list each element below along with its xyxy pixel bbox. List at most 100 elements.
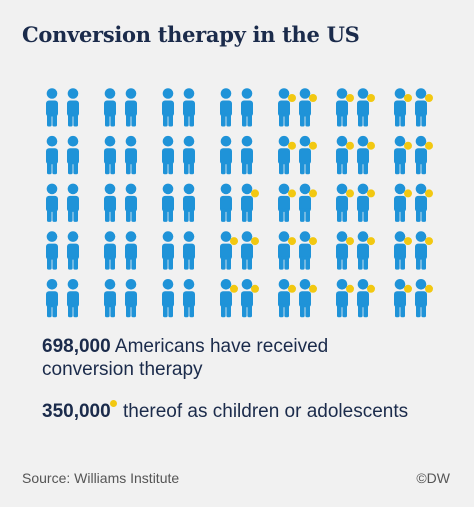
- person-icon: [241, 231, 253, 270]
- person-icon: [336, 279, 348, 318]
- icon-leg: [400, 303, 405, 318]
- icon-leg: [226, 303, 231, 318]
- icon-head: [299, 231, 311, 242]
- person-icon: [299, 88, 311, 127]
- icon-leg: [168, 256, 173, 270]
- icon-leg: [247, 208, 252, 222]
- icon-leg: [73, 160, 78, 175]
- icon-leg: [300, 303, 305, 318]
- person-icon: [125, 88, 137, 127]
- icon-head: [394, 183, 406, 195]
- credit: ©DW: [416, 470, 450, 486]
- person-icon: [278, 231, 290, 270]
- icon-body: [336, 148, 348, 165]
- icon-leg: [279, 303, 284, 318]
- icon-body: [183, 243, 195, 260]
- icon-leg: [221, 113, 226, 127]
- icon-leg: [421, 113, 426, 127]
- highlight-dot: [404, 94, 412, 102]
- icon-body: [336, 100, 348, 117]
- icon-leg: [68, 208, 73, 222]
- icon-leg: [226, 160, 231, 175]
- icon-leg: [416, 208, 421, 222]
- icon-head: [394, 135, 406, 147]
- person-icon: [241, 183, 253, 222]
- icon-leg: [300, 160, 305, 175]
- icon-leg: [110, 160, 115, 175]
- person-icon: [67, 231, 79, 270]
- icon-leg: [168, 303, 173, 318]
- icon-head: [104, 183, 116, 195]
- person-icon: [357, 231, 369, 270]
- person-icon: [394, 231, 406, 270]
- person-icon: [394, 279, 406, 318]
- icon-leg: [226, 208, 231, 222]
- icon-head: [336, 88, 348, 99]
- icon-leg: [189, 208, 194, 222]
- person-icon: [46, 135, 58, 175]
- person-icon: [104, 231, 116, 270]
- icon-body: [220, 243, 232, 260]
- icon-leg: [395, 113, 400, 127]
- icon-leg: [337, 303, 342, 318]
- icon-leg: [305, 303, 310, 318]
- icon-leg: [226, 256, 231, 270]
- person-icon: [278, 183, 290, 222]
- person-icon: [241, 279, 253, 318]
- icon-leg: [47, 208, 52, 222]
- icon-head: [162, 231, 174, 242]
- person-icon: [162, 279, 174, 318]
- icon-leg: [168, 113, 173, 127]
- icon-leg: [105, 303, 110, 318]
- icon-head: [67, 231, 79, 242]
- icon-head: [183, 231, 195, 242]
- icon-leg: [105, 113, 110, 127]
- icon-body: [162, 195, 174, 212]
- person-icon: [162, 88, 174, 127]
- icon-leg: [363, 160, 368, 175]
- person-icon: [336, 231, 348, 270]
- icon-leg: [416, 160, 421, 175]
- icon-body: [183, 291, 195, 308]
- icon-leg: [400, 256, 405, 270]
- stat-value: 698,000: [42, 336, 111, 357]
- icon-leg: [189, 303, 194, 318]
- icon-head: [162, 135, 174, 147]
- icon-leg: [400, 113, 405, 127]
- icon-leg: [242, 160, 247, 175]
- person-icon: [125, 135, 137, 175]
- highlight-dot: [346, 94, 354, 102]
- icon-leg: [131, 208, 136, 222]
- highlight-dot: [288, 141, 296, 150]
- icon-body: [220, 148, 232, 165]
- icon-head: [220, 135, 232, 147]
- highlight-dot: [367, 189, 375, 198]
- icon-leg: [242, 303, 247, 318]
- person-icon: [415, 279, 427, 318]
- icon-body: [278, 148, 290, 165]
- person-icon: [220, 183, 232, 222]
- icon-leg: [110, 303, 115, 318]
- icon-leg: [300, 113, 305, 127]
- icon-body: [162, 148, 174, 165]
- icon-leg: [73, 113, 78, 127]
- icon-body: [336, 291, 348, 308]
- person-icon: [299, 231, 311, 270]
- icon-body: [67, 148, 79, 165]
- highlight-dot: [288, 94, 296, 102]
- icon-leg: [305, 160, 310, 175]
- icon-leg: [416, 113, 421, 127]
- highlight-dot: [346, 189, 354, 198]
- icon-leg: [279, 256, 284, 270]
- highlight-dot: [425, 94, 433, 102]
- icon-head: [357, 88, 369, 99]
- icon-leg: [110, 256, 115, 270]
- person-icon: [183, 88, 195, 127]
- icon-body: [183, 148, 195, 165]
- icon-head: [394, 279, 406, 290]
- person-icon: [241, 88, 253, 127]
- person-icon: [394, 183, 406, 222]
- icon-leg: [105, 256, 110, 270]
- person-icon: [394, 135, 406, 175]
- icon-leg: [52, 160, 57, 175]
